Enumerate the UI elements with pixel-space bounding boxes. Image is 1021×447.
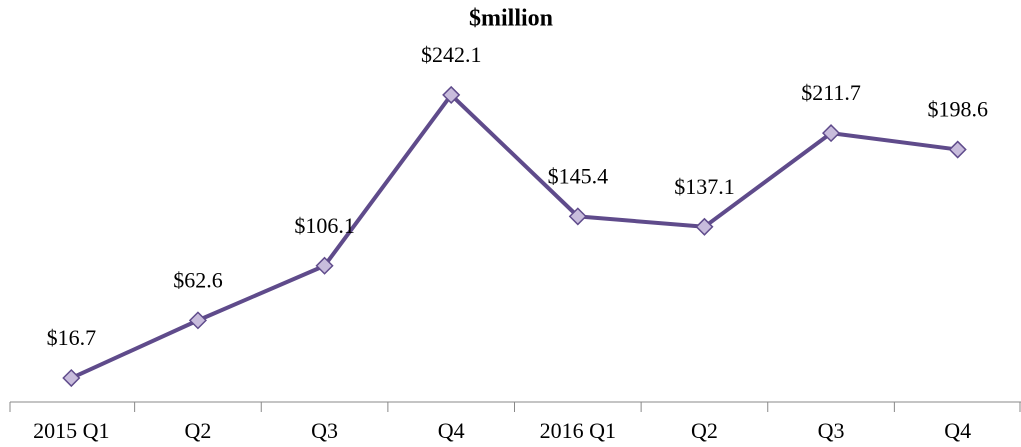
data-label: $198.6 [927, 97, 988, 122]
marker [695, 217, 714, 236]
x-tick-label: 2015 Q1 [33, 418, 109, 443]
marker [442, 85, 461, 104]
x-tick-label: Q2 [691, 418, 718, 443]
marker [315, 256, 334, 275]
data-label: $137.1 [674, 174, 735, 199]
marker [948, 140, 967, 159]
data-label: $242.1 [421, 42, 482, 67]
data-label: $16.7 [47, 325, 97, 350]
x-tick-label: Q3 [818, 418, 845, 443]
x-tick-label: Q4 [438, 418, 465, 443]
x-tick-label: Q4 [944, 418, 971, 443]
data-label: $62.6 [173, 267, 223, 292]
chart-title: $million [469, 6, 553, 32]
marker [188, 311, 207, 330]
line [70, 92, 958, 380]
data-label: $106.1 [294, 213, 355, 238]
x-tick-label: Q2 [184, 418, 211, 443]
x-tick-label: 2016 Q1 [540, 418, 616, 443]
marker [822, 124, 841, 143]
x-tick-label: Q3 [311, 418, 338, 443]
data-label: $211.7 [801, 80, 861, 105]
data-label: $145.4 [548, 163, 609, 188]
marker [568, 207, 587, 226]
marker [62, 368, 81, 388]
